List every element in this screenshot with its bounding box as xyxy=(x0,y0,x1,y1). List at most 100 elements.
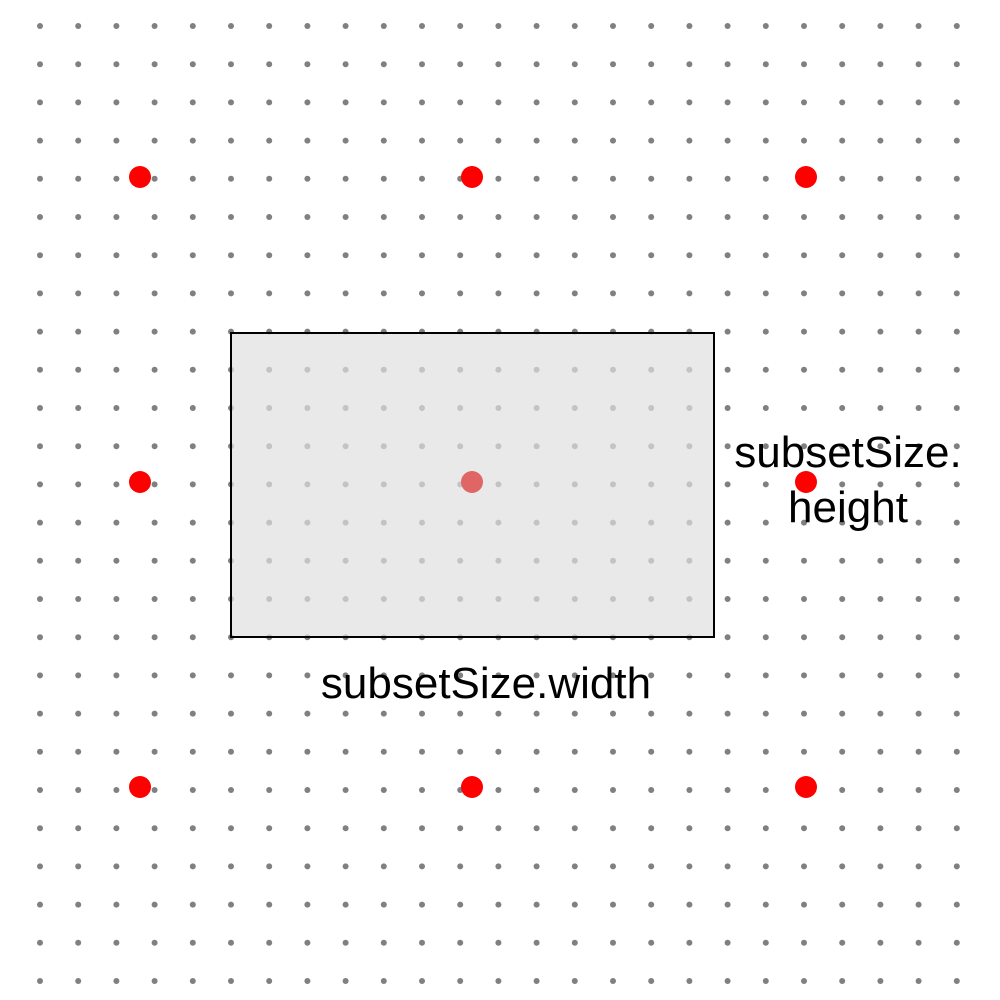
grid-dot xyxy=(953,481,960,488)
grid-dot xyxy=(953,672,960,679)
grid-dot xyxy=(724,214,731,220)
grid-dot xyxy=(839,61,846,68)
grid-dot xyxy=(686,710,693,717)
grid-dot xyxy=(877,596,884,602)
grid-dot xyxy=(495,710,502,717)
grid-dot xyxy=(571,901,578,908)
grid-dot xyxy=(762,901,769,908)
grid-dot xyxy=(724,634,731,641)
grid-dot xyxy=(113,672,120,679)
grid-dot xyxy=(304,978,311,984)
grid-dot xyxy=(37,405,43,411)
grid-dot xyxy=(762,99,769,106)
grid-dot xyxy=(533,787,540,793)
grid-dot xyxy=(37,825,43,832)
grid-dot xyxy=(151,787,158,793)
grid-dot xyxy=(75,939,82,946)
grid-dot xyxy=(304,252,311,259)
grid-dot xyxy=(151,557,158,564)
grid-dot xyxy=(189,214,196,220)
grid-dot xyxy=(762,290,769,297)
grid-dot xyxy=(877,978,884,984)
grid-dot xyxy=(457,978,464,984)
grid-dot xyxy=(953,901,960,908)
grid-dot xyxy=(495,978,502,984)
grid-dot xyxy=(37,290,43,297)
grid-dot xyxy=(380,23,387,29)
grid-dot xyxy=(75,596,82,602)
grid-dot xyxy=(686,787,693,793)
grid-dot xyxy=(113,23,120,29)
grid-dot xyxy=(801,748,807,755)
grid-dot xyxy=(113,519,120,526)
grid-dot xyxy=(419,939,425,946)
grid-dot xyxy=(724,672,731,679)
grid-dot xyxy=(457,710,464,717)
grid-dot xyxy=(419,787,425,793)
grid-dot xyxy=(571,748,578,755)
grid-dot xyxy=(189,175,196,182)
grid-dot xyxy=(75,825,82,832)
grid-dot xyxy=(877,939,884,946)
grid-dot xyxy=(724,825,731,832)
grid-dot xyxy=(75,23,82,29)
grid-dot xyxy=(915,290,922,297)
grid-dot xyxy=(762,939,769,946)
grid-dot xyxy=(342,61,349,68)
grid-dot xyxy=(724,61,731,68)
grid-dot xyxy=(37,328,43,335)
grid-dot xyxy=(839,634,846,641)
grid-dot xyxy=(189,672,196,679)
grid-dot xyxy=(953,748,960,755)
grid-dot xyxy=(342,748,349,755)
grid-dot xyxy=(37,214,43,220)
grid-dot xyxy=(113,557,120,564)
grid-dot xyxy=(75,175,82,182)
grid-dot xyxy=(189,405,196,411)
grid-dot xyxy=(839,405,846,411)
grid-dot xyxy=(189,596,196,602)
grid-dot xyxy=(839,672,846,679)
grid-dot xyxy=(686,137,693,144)
grid-dot xyxy=(380,214,387,220)
grid-dot xyxy=(648,252,655,259)
grid-dot xyxy=(113,175,120,182)
grid-dot xyxy=(648,61,655,68)
grid-dot xyxy=(762,23,769,29)
grid-dot xyxy=(266,978,273,984)
grid-dot xyxy=(151,23,158,29)
grid-dot xyxy=(495,252,502,259)
grid-dot xyxy=(533,23,540,29)
grid-dot xyxy=(151,481,158,488)
grid-dot xyxy=(266,214,273,220)
grid-dot xyxy=(724,99,731,106)
sample-points xyxy=(129,166,817,798)
grid-dot xyxy=(648,748,655,755)
grid-dot xyxy=(113,290,120,297)
grid-dot xyxy=(419,710,425,717)
grid-dot xyxy=(724,939,731,946)
grid-dot xyxy=(953,787,960,793)
grid-dot xyxy=(457,61,464,68)
grid-dot xyxy=(342,175,349,182)
grid-dot xyxy=(189,748,196,755)
grid-dot xyxy=(266,137,273,144)
grid-dot xyxy=(915,939,922,946)
grid-dot xyxy=(189,519,196,526)
grid-dot xyxy=(151,672,158,679)
grid-dot xyxy=(342,901,349,908)
grid-dot xyxy=(495,61,502,68)
grid-dot xyxy=(533,901,540,908)
grid-dot xyxy=(342,978,349,984)
grid-dot xyxy=(915,787,922,793)
grid-dot xyxy=(151,748,158,755)
grid-dot xyxy=(915,328,922,335)
grid-dot xyxy=(266,901,273,908)
grid-dot xyxy=(953,175,960,182)
grid-dot xyxy=(533,175,540,182)
grid-dot xyxy=(113,901,120,908)
grid-dot xyxy=(380,290,387,297)
grid-dot xyxy=(75,787,82,793)
grid-dot xyxy=(686,978,693,984)
grid-dot xyxy=(953,557,960,564)
